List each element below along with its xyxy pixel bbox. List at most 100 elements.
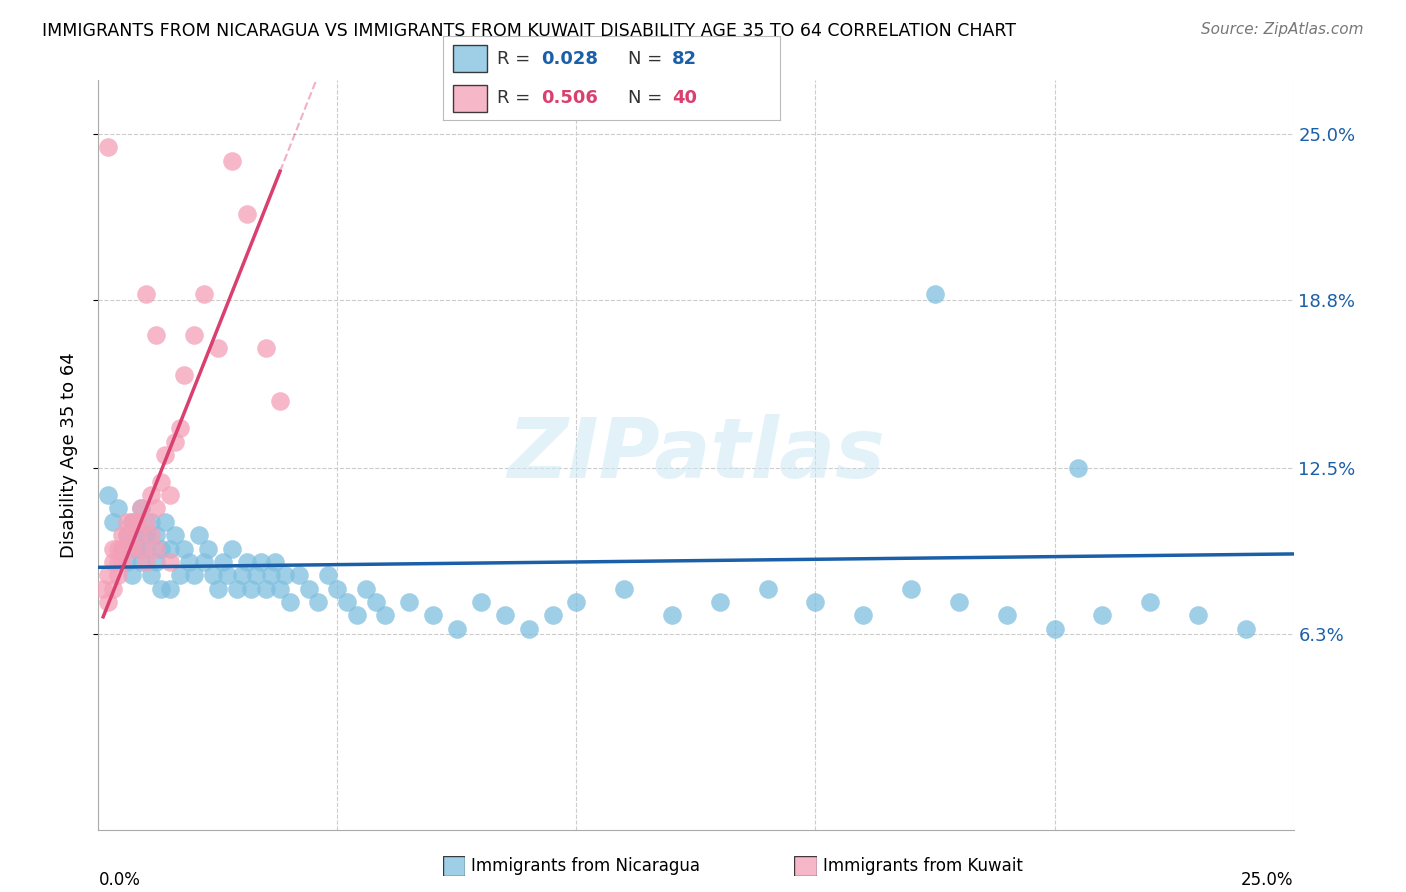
- Point: [101, 515, 124, 529]
- Point: [101, 555, 124, 569]
- Point: [125, 515, 148, 529]
- Point: [125, 528, 148, 542]
- Text: 25.0%: 25.0%: [1241, 871, 1294, 888]
- Point: [145, 541, 167, 556]
- Point: [709, 595, 731, 609]
- Point: [97, 488, 120, 502]
- Point: [1067, 461, 1090, 475]
- Text: IMMIGRANTS FROM NICARAGUA VS IMMIGRANTS FROM KUWAIT DISABILITY AGE 35 TO 64 CORR: IMMIGRANTS FROM NICARAGUA VS IMMIGRANTS …: [42, 22, 1017, 40]
- Point: [316, 568, 339, 582]
- Point: [517, 622, 540, 636]
- Text: 0.506: 0.506: [541, 88, 598, 106]
- Point: [97, 140, 120, 154]
- Point: [1187, 608, 1209, 623]
- Point: [269, 394, 291, 409]
- Point: [163, 434, 186, 449]
- Point: [159, 541, 181, 556]
- Text: R =: R =: [496, 88, 536, 106]
- Text: Source: ZipAtlas.com: Source: ZipAtlas.com: [1201, 22, 1364, 37]
- Point: [115, 555, 138, 569]
- Point: [211, 555, 233, 569]
- Point: [269, 582, 291, 596]
- Point: [149, 582, 172, 596]
- Point: [336, 595, 359, 609]
- Point: [187, 528, 209, 542]
- Point: [97, 568, 120, 582]
- Point: [107, 568, 129, 582]
- Point: [131, 501, 153, 516]
- Point: [121, 568, 143, 582]
- Point: [107, 541, 129, 556]
- Point: [235, 555, 257, 569]
- Point: [101, 541, 124, 556]
- Point: [756, 582, 779, 596]
- FancyBboxPatch shape: [453, 45, 486, 72]
- Point: [131, 555, 153, 569]
- Point: [298, 582, 321, 596]
- Point: [131, 541, 153, 556]
- Point: [125, 528, 148, 542]
- FancyBboxPatch shape: [453, 85, 486, 112]
- Point: [135, 287, 157, 301]
- Point: [155, 448, 177, 462]
- Point: [139, 568, 162, 582]
- Point: [565, 595, 588, 609]
- Point: [121, 515, 143, 529]
- FancyBboxPatch shape: [794, 856, 817, 876]
- Point: [159, 555, 181, 569]
- Point: [173, 368, 195, 382]
- Point: [924, 287, 946, 301]
- Point: [900, 582, 922, 596]
- Point: [250, 555, 273, 569]
- Point: [804, 595, 827, 609]
- Point: [278, 595, 301, 609]
- Point: [145, 528, 167, 542]
- Point: [179, 555, 201, 569]
- Text: 0.0%: 0.0%: [98, 871, 141, 888]
- Point: [852, 608, 875, 623]
- Point: [149, 475, 172, 489]
- Point: [217, 568, 239, 582]
- Point: [101, 582, 124, 596]
- Point: [159, 582, 181, 596]
- Point: [374, 608, 396, 623]
- Point: [661, 608, 683, 623]
- Point: [135, 515, 157, 529]
- Point: [139, 528, 162, 542]
- Point: [240, 582, 263, 596]
- Point: [121, 515, 143, 529]
- Point: [121, 541, 143, 556]
- Point: [97, 595, 120, 609]
- Text: N =: N =: [628, 50, 668, 68]
- Point: [207, 582, 229, 596]
- Point: [264, 555, 287, 569]
- Point: [107, 501, 129, 516]
- Point: [111, 541, 134, 556]
- Point: [202, 568, 225, 582]
- Point: [125, 541, 148, 556]
- Point: [111, 541, 134, 556]
- Point: [364, 595, 387, 609]
- Point: [149, 541, 172, 556]
- Point: [470, 595, 492, 609]
- Point: [1234, 622, 1257, 636]
- Point: [131, 501, 153, 516]
- Point: [107, 555, 129, 569]
- Point: [1139, 595, 1161, 609]
- Point: [613, 582, 636, 596]
- Point: [91, 582, 114, 596]
- Point: [139, 515, 162, 529]
- Point: [346, 608, 368, 623]
- Point: [193, 555, 215, 569]
- Point: [1091, 608, 1114, 623]
- Point: [226, 582, 249, 596]
- Point: [446, 622, 468, 636]
- Point: [145, 555, 167, 569]
- Point: [197, 541, 219, 556]
- Point: [159, 488, 181, 502]
- Text: 40: 40: [672, 88, 697, 106]
- Point: [948, 595, 970, 609]
- Point: [139, 488, 162, 502]
- Point: [541, 608, 564, 623]
- Point: [254, 582, 277, 596]
